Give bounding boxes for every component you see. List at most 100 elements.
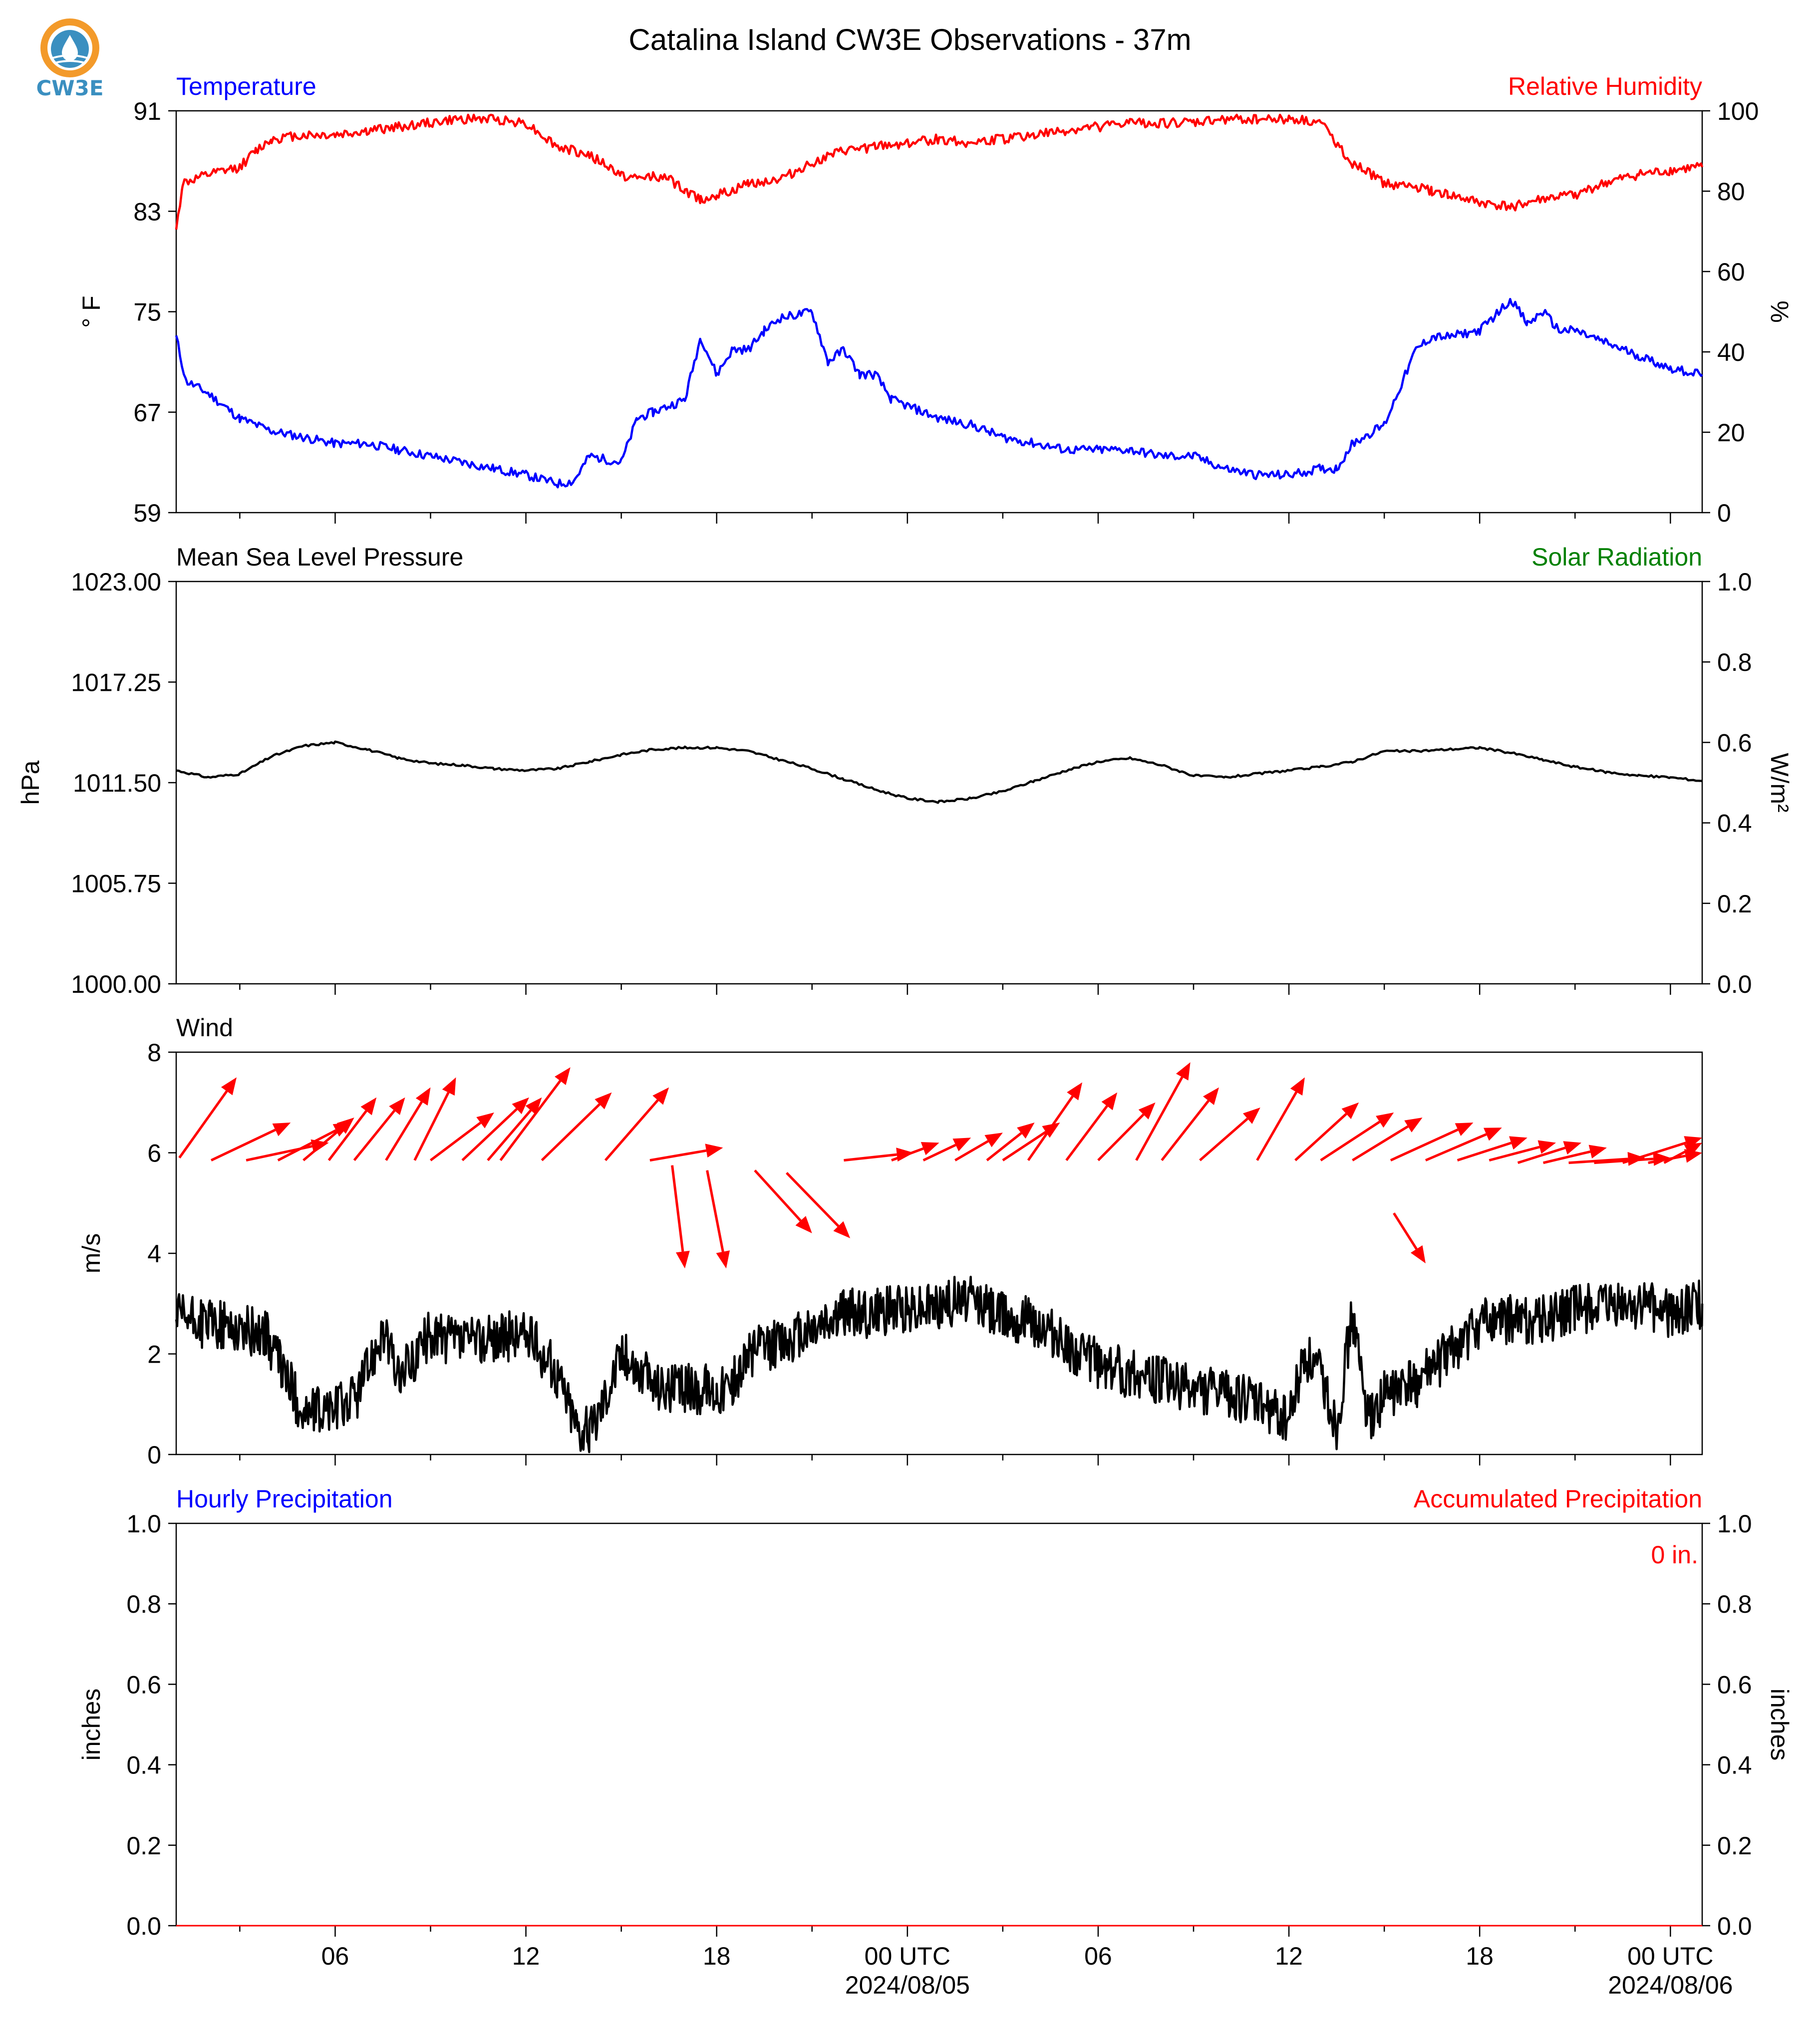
wind-arrow-shaft [178,1090,228,1159]
wind-arrow-head [795,1216,812,1233]
wind-arrow-head [336,1117,354,1134]
plot-frame [175,580,1703,985]
plot-frame [175,110,1703,514]
wind-arrow-head [555,1067,571,1085]
y-tick-label: 1017.25 [71,669,161,697]
y-axis-label: m/s [77,1233,105,1274]
wind-arrow-shaft [1542,1150,1591,1164]
y-tick-label-right: 20 [1717,419,1745,447]
wind-arrow-shaft [541,1103,601,1161]
wind-arrow-shaft [1390,1128,1459,1161]
y-axis-label-right: W/m² [1766,753,1794,812]
x-tick-label: 18 [1466,1942,1494,1970]
y-axis-label-right: inches [1766,1689,1794,1761]
y-tick-label: 1.0 [126,1510,161,1538]
plot-frame [175,1522,1703,1927]
wind-arrow-shaft [1648,1155,1686,1164]
panel-right-label: Solar Radiation [1531,543,1702,571]
wind-arrow-head [1203,1087,1219,1105]
wind-arrow-shaft [954,1140,989,1161]
wind-arrow-head [952,1138,971,1152]
wind-arrow-head [1404,1117,1423,1133]
wind-arrow-head [525,1097,542,1115]
panel-left-label: Mean Sea Level Pressure [176,543,463,571]
x-tick-label: 00 UTC [1627,1942,1713,1970]
wind-arrow-head [716,1250,730,1269]
wind-arrow-shaft [671,1165,684,1252]
y-tick-label: 83 [133,198,161,226]
wind-arrow-shaft [1393,1212,1418,1250]
wind-arrow-head [1410,1245,1426,1264]
wind-arrow-head [675,1250,690,1269]
wind-arrow-shaft [1256,1091,1298,1161]
y-tick-label-right: 0.6 [1717,1671,1752,1699]
plot-frame [175,1051,1703,1455]
accumulated-total-label: 0 in. [1651,1541,1698,1569]
wind-arrows [178,1062,1702,1269]
wind-arrow-head [1067,1082,1083,1101]
panel-right-label: Accumulated Precipitation [1414,1485,1702,1513]
y-tick-label-right: 1.0 [1717,568,1752,596]
wind-arrow-head [1484,1128,1502,1141]
series-mean-sea-level-pressure [176,740,1702,804]
logo-text: CW3E [36,76,104,100]
wind-arrow-shaft [1065,1105,1108,1161]
wind-arrow-head [1563,1141,1581,1155]
panel-left-label: Wind [176,1014,233,1042]
x-tick-date-label: 2024/08/06 [1608,1971,1733,1999]
wind-arrow-shaft [1294,1113,1347,1161]
x-tick-date-label: 2024/08/05 [845,1971,970,1999]
wind-arrow-shaft [1320,1121,1381,1161]
wind-arrow-shaft [499,1080,562,1161]
wind-arrow-head [920,1142,939,1156]
wind-arrow-head [1653,1152,1671,1166]
wind-arrow-shaft [1002,1131,1047,1161]
wind-arrow-head [1684,1143,1702,1157]
panel-right-label: Relative Humidity [1508,72,1702,100]
wind-arrow-shaft [1135,1076,1184,1161]
wind-arrow-head [1509,1136,1527,1150]
wind-arrow-shaft [327,1110,367,1161]
wind-arrow-head [221,1077,237,1096]
x-tick-label: 18 [703,1942,731,1970]
wind-arrow-shaft [986,1132,1022,1161]
y-tick-label: 0.2 [126,1832,161,1860]
y-tick-label: 1000.00 [71,970,161,998]
wind-arrow-shaft [487,1109,532,1161]
wind-arrow-shaft [1352,1125,1409,1161]
y-tick-label: 0 [147,1441,161,1469]
y-tick-label-right: 0.8 [1717,1590,1752,1618]
wind-arrow-shaft [210,1129,276,1161]
wind-arrow-shaft [1457,1142,1512,1161]
x-tick-label: 06 [321,1942,349,1970]
y-tick-label-right: 40 [1717,338,1745,366]
wind-arrow-shaft [754,1169,802,1222]
wind-arrow-head [1537,1140,1556,1154]
wind-arrow-head [1341,1102,1359,1119]
wind-arrow-shaft [786,1172,840,1227]
panel-precipitation: 0.0 0.2 0.4 0.6 0.8 1.0 0.0 0.2 0.4 0.6 0.8 1.0 inch… [77,1485,1794,1940]
y-tick-label: 75 [133,298,161,326]
y-tick-label-right: 0 [1717,499,1731,527]
wind-arrow-head [1290,1077,1305,1096]
wind-arrow-head [272,1123,291,1137]
wind-arrow-head [833,1221,851,1238]
wind-arrow-shaft [277,1129,337,1161]
y-tick-label-right: 0.2 [1717,890,1752,918]
wind-arrow-head [1176,1062,1191,1081]
y-tick-label: 6 [147,1140,161,1167]
wind-arrow-shaft [604,1099,659,1161]
wind-arrow-shaft [1489,1146,1540,1162]
y-tick-label-right: 0.4 [1717,1751,1752,1779]
wind-arrow-head [389,1097,405,1115]
y-tick-label: 8 [147,1039,161,1067]
panel-left-label: Temperature [176,72,316,100]
wind-arrow-head [1376,1112,1394,1128]
x-tick-label: 12 [512,1942,540,1970]
wind-arrow-shaft [1517,1147,1566,1164]
wind-arrow-head [984,1133,1003,1148]
y-tick-label: 67 [133,399,161,427]
